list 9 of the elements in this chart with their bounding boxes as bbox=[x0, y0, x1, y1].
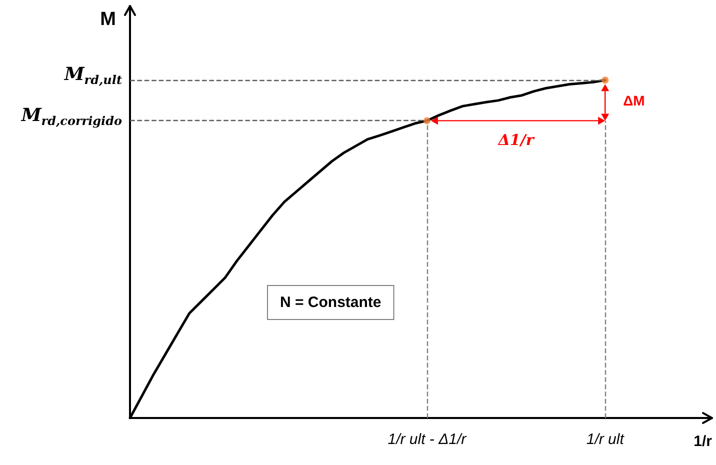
x-axis-title: 1/r bbox=[694, 433, 712, 450]
annotation: Δ1/r bbox=[497, 131, 535, 150]
annotation: N = Constante bbox=[280, 294, 382, 311]
y-axis-title: M bbox=[100, 9, 116, 30]
ref-line-label: M$_{rd,ult}$ bbox=[64, 64, 122, 88]
ref-line-label: M$_{rd,corrigido}$ bbox=[21, 104, 122, 128]
annotation: ΔM bbox=[623, 92, 645, 108]
x-tick-label: 1/r ult - Δ1/r bbox=[388, 431, 468, 448]
x-tick-label: 1/r ult bbox=[586, 431, 625, 448]
